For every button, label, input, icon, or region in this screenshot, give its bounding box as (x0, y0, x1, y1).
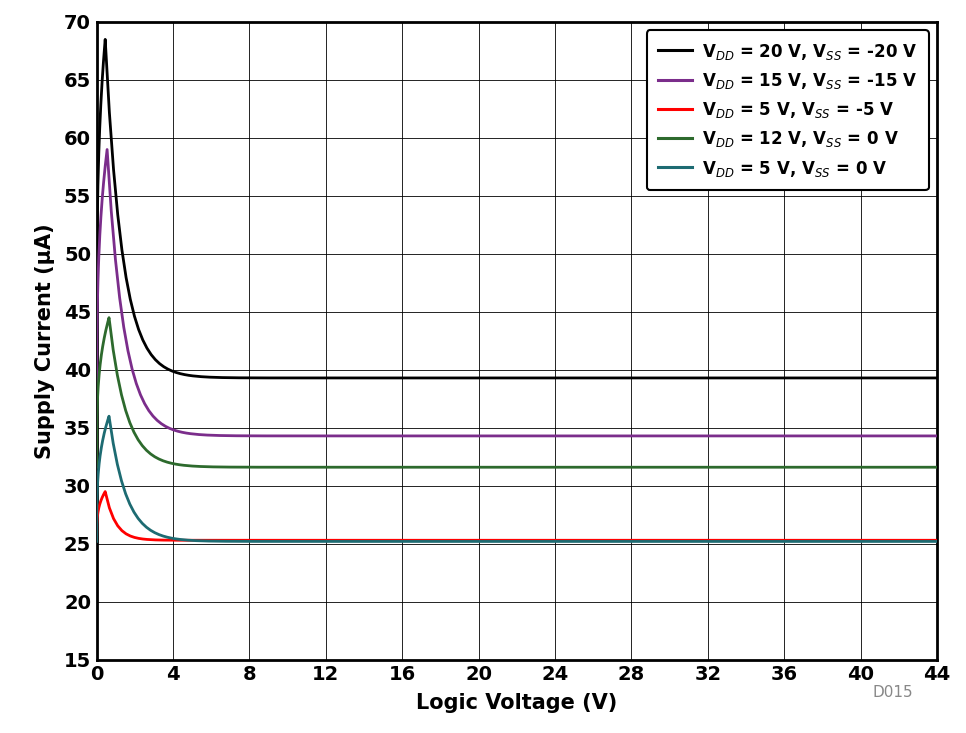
X-axis label: Logic Voltage (V): Logic Voltage (V) (416, 693, 617, 712)
Legend: V$_{DD}$ = 20 V, V$_{SS}$ = -20 V, V$_{DD}$ = 15 V, V$_{SS}$ = -15 V, V$_{DD}$ =: V$_{DD}$ = 20 V, V$_{SS}$ = -20 V, V$_{D… (646, 30, 928, 191)
Y-axis label: Supply Current (μA): Supply Current (μA) (36, 223, 55, 459)
Text: D015: D015 (872, 685, 913, 700)
